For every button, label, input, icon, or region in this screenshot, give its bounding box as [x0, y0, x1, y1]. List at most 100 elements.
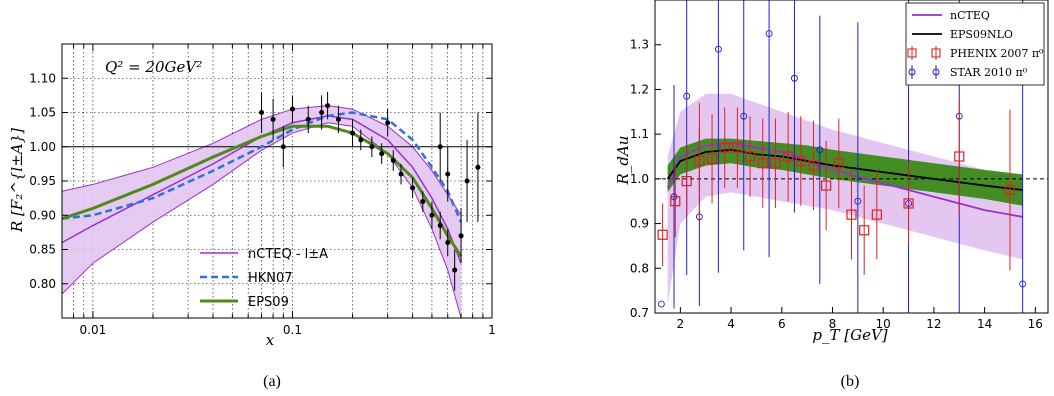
panel-b-PHENIX-point [757, 158, 768, 169]
panel-b-PHENIX-point [681, 175, 692, 187]
panel-b-x-tick-label: 12 [926, 317, 941, 331]
panel-a-x-tick-label: 1 [488, 323, 496, 337]
panel-b-ylabel: R_dAu [614, 136, 632, 186]
panel-b-PHENIX-point [744, 151, 756, 162]
panel-b-y-tick-label: 1.3 [630, 38, 649, 52]
panel-a-legend: nCTEQ - l±A HKN07 EPS09 [200, 247, 328, 310]
panel-b-PHENIX-point [871, 209, 882, 220]
panel-b-x-tick-label: 4 [727, 317, 735, 331]
panel-b-legend-label-STAR: STAR 2010 π⁰ [950, 66, 1028, 79]
panel-b-legend-swatch-STAR [932, 68, 940, 76]
panel-b-STAR-point [765, 30, 773, 37]
panel-a-y-tick-label: 0.80 [29, 277, 56, 291]
panel-a-data-point [325, 103, 331, 109]
panel-a-data-point [410, 185, 416, 191]
panel-b-PHENIX-point [795, 155, 806, 167]
caption-a: (a) [263, 373, 281, 390]
panel-a: 0.01 0.1 1 0.80 0.85 0.90 0.95 1.00 1.05 1.10 Q² … [8, 43, 496, 390]
panel-b-legend: nCTEQ EPS09NLO PHENIX 2007 π⁰ STAR 2010 π⁰ [905, 2, 1045, 86]
panel-a-data-point [335, 116, 341, 122]
panel-b-PHENIX-point [808, 160, 819, 171]
panel-a-data-point [358, 137, 364, 143]
panel-a-y-tick-label: 0.85 [29, 243, 56, 257]
panel-a-data-point [390, 157, 396, 163]
panel-a-data-point [319, 110, 325, 115]
panel-b-x-tick-label: 14 [977, 317, 992, 331]
panel-b-y-tick-label: 1.2 [630, 82, 649, 96]
panel-a-x-tick-label: 0.01 [80, 323, 107, 337]
panel-b-PHENIX-point [903, 198, 914, 209]
panel-a-data-point [305, 116, 311, 122]
panel-a-data-point [429, 212, 435, 218]
panel-a-annotation: Q² = 20GeV² [105, 58, 202, 76]
panel-a-y-tick-label: 0.95 [29, 174, 56, 188]
panel-a-data-point [420, 199, 426, 205]
panel-b-PHENIX-point [657, 229, 668, 240]
panel-a-data-point [369, 144, 375, 150]
panel-b-y-tick-label: 1.1 [630, 127, 649, 141]
panel-a-data-point [289, 106, 295, 112]
panel-a-data-point [445, 240, 451, 246]
panel-b-PHENIX-point [732, 142, 743, 153]
panel-b-x-tick-label: 16 [1028, 317, 1043, 331]
panel-b-legend-swatch-PHENIX [907, 48, 917, 58]
panel-b-STAR-point [657, 300, 665, 308]
panel-a-data-point [259, 110, 265, 115]
panel-a-data-point [437, 144, 443, 150]
panel-a-legend-label-EPS09: EPS09 [248, 295, 289, 310]
panel-b-STAR-point [854, 197, 862, 205]
panel-b-legend-swatch-PHENIX [931, 48, 941, 58]
panel-a-legend-label-HKN07: HKN07 [248, 271, 293, 286]
panel-a-data-point [452, 267, 458, 273]
panel-b-STAR-point [714, 45, 722, 53]
panel-a-data-point [437, 223, 443, 229]
panel-b-x-tick-label: 8 [829, 317, 837, 331]
panel-b-STAR-point [740, 112, 748, 120]
panel-a-xlabel: x [266, 331, 275, 349]
panel-b: 2 4 6 8 10 12 14 16 0.7 0.8 0.9 1.0 1.1 1.2 1.3 p_T [G… [614, 0, 1049, 390]
panel-b-PHENIX-point [670, 196, 681, 207]
panel-a-ticks: 0.01 0.1 1 0.80 0.85 0.90 0.95 1.00 1.05 1.10 [29, 44, 496, 337]
panel-a-y-tick-label: 0.90 [29, 208, 56, 222]
panel-b-legend-label-nCTEQ: nCTEQ [950, 9, 990, 22]
panel-b-PHENIX-point [706, 153, 718, 164]
panel-a-data-point [475, 164, 481, 170]
caption-b: (b) [841, 373, 860, 390]
panel-b-PHENIX-point [783, 151, 794, 162]
panel-a-x-tick-label: 0.1 [283, 323, 302, 337]
panel-b-PHENIX-point [954, 151, 965, 162]
panel-b-y-tick-label: 0.9 [630, 217, 649, 231]
panel-a-data-point [385, 120, 391, 126]
panel-a-data-point [464, 178, 470, 184]
panel-b-y-tick-label: 0.7 [630, 306, 649, 320]
panel-b-STAR-point [1019, 280, 1027, 288]
panel-b-PHENIX-point [833, 158, 844, 169]
panel-b-legend-swatch-STAR [908, 68, 916, 76]
panel-b-PHENIX-point [859, 225, 870, 236]
panel-a-data-point [445, 171, 451, 177]
panel-a-y-tick-label: 1.00 [29, 140, 56, 154]
panel-b-PHENIX-point [770, 158, 781, 169]
panel-b-PHENIX-point [694, 155, 705, 167]
panel-b-STAR-point [683, 92, 691, 100]
panel-b-EPS09-band [667, 138, 1023, 206]
panel-b-x-tick-label: 6 [778, 317, 786, 331]
panel-b-legend-box [905, 2, 1045, 86]
panel-b-data-points [657, 0, 1027, 313]
panel-a-data-point [270, 116, 276, 122]
panel-b-y-tick-label: 0.8 [630, 261, 649, 275]
panel-b-PHENIX-point [846, 209, 857, 220]
panel-a-data-point [379, 151, 385, 157]
panel-a-y-tick-label: 1.10 [29, 71, 56, 85]
panel-b-PHENIX-point [1004, 184, 1016, 196]
panel-a-data-points [259, 91, 481, 291]
panel-a-data-point [350, 130, 356, 136]
panel-b-bands [667, 93, 1023, 305]
panel-b-legend-label-PHENIX: PHENIX 2007 π⁰ [950, 47, 1044, 60]
panel-b-STAR-point [791, 74, 798, 82]
panel-b-y-tick-label: 1.0 [630, 172, 649, 186]
panel-a-data-point [280, 144, 286, 150]
panel-b-x-tick-label: 10 [876, 317, 891, 331]
panel-b-xlabel: p_T [GeV] [812, 326, 887, 344]
